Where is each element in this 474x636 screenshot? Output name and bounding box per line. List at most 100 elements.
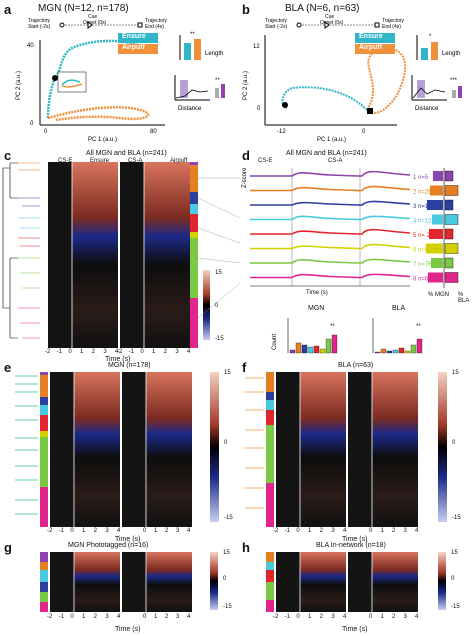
svg-text:Length: Length	[442, 51, 460, 57]
panel-e-heatmap	[15, 372, 219, 527]
h-left-tick: 0	[296, 614, 300, 620]
e-cbar-mid: 0	[224, 440, 228, 446]
cluster-label-8: 8 n=67	[413, 277, 432, 283]
svg-text:0: 0	[362, 129, 366, 135]
panel-h-heatmap	[266, 552, 446, 612]
f-right-tick: 3	[403, 528, 407, 534]
d-cs-a: CS-A	[328, 158, 343, 164]
e-left-tick: 2	[93, 528, 97, 534]
c-right-tick: 4	[187, 349, 191, 355]
svg-text:***: ***	[450, 78, 458, 84]
panel-f-heatmap	[245, 372, 447, 527]
cs-e-label: CS-E	[58, 158, 73, 164]
svg-text:**: **	[190, 32, 195, 38]
legend-ensure: Ensure	[122, 33, 146, 40]
c-right-tick: -2	[117, 349, 123, 355]
c-left-tick: 3	[103, 349, 107, 355]
count-bla-bar-2	[380, 348, 387, 354]
c-left-tick: 1	[80, 349, 84, 355]
c-left-tick: 0	[68, 349, 72, 355]
pct-mgn-bar-3	[427, 200, 443, 210]
count-bla-bar-6	[404, 350, 411, 354]
svg-text:Cue: Cue	[325, 14, 334, 20]
panel-f-title: BLA (n=63)	[338, 362, 374, 369]
panel-label-e: e	[4, 360, 12, 375]
svg-text:PC 1 (a.u.): PC 1 (a.u.)	[88, 137, 117, 143]
pct-mgn-bar-6	[426, 243, 443, 254]
panel-e-title: MGN (n=178)	[108, 362, 151, 369]
legend-ensure-b: Ensure	[359, 33, 383, 40]
pct-mgn-bar-1	[433, 171, 443, 181]
g-right-tick: 0	[143, 614, 147, 620]
g-left-tick: 1	[82, 614, 86, 620]
c-right-tick: 3	[175, 349, 179, 355]
count-mgn-bar-1	[289, 349, 296, 354]
c-right-tick: 1	[152, 349, 156, 355]
h-right-tick: 2	[392, 614, 396, 620]
svg-text:80: 80	[150, 129, 157, 135]
svg-text:Trajectory: Trajectory	[265, 18, 288, 24]
h-cbar-max: 15	[451, 550, 458, 556]
svg-text:Trajectory: Trajectory	[145, 18, 168, 24]
e-cbar-min: -15	[224, 515, 233, 521]
cluster-label-1: 1 n=5	[413, 175, 429, 181]
panel-g-heatmap	[40, 552, 218, 612]
svg-text:Distance: Distance	[415, 106, 439, 112]
panel-label-h: h	[242, 540, 250, 555]
svg-text:**: **	[215, 78, 220, 84]
panel-g-title: MGN Phototagged (n=16)	[68, 542, 149, 549]
h-right-tick: 3	[403, 614, 407, 620]
cluster-trace-6	[250, 243, 411, 250]
f-right-tick: 0	[369, 528, 373, 534]
pct-bla-bar-8	[444, 272, 459, 283]
e-left-tick: -2	[47, 528, 53, 534]
f-left-tick: -2	[273, 528, 279, 534]
e-left-tick: -1	[58, 528, 64, 534]
pct-bla-bar-6	[444, 243, 459, 254]
pct-mgn: % MGN	[428, 292, 449, 298]
svg-text:40: 40	[27, 43, 34, 49]
svg-text:PC 1 (a.u.): PC 1 (a.u.)	[317, 137, 346, 143]
pct-bla-bar-4	[444, 214, 459, 225]
c-right-tick: -1	[128, 349, 134, 355]
pct-mgn-bar-4	[432, 214, 443, 225]
c-left-tick: -1	[56, 349, 62, 355]
g-xlabel: Time (s)	[115, 626, 141, 633]
svg-text:End (4s): End (4s)	[145, 24, 164, 30]
count-bla-bar-1	[374, 351, 381, 354]
svg-text:-12: -12	[277, 129, 286, 135]
h-left-tick: 1	[308, 614, 312, 620]
legend-airpuff-b: Airpuff	[359, 44, 382, 51]
count-bla-star: **	[416, 324, 421, 330]
cluster-label-6: 6 n=8	[413, 248, 429, 254]
panel-d-traces: 1 n=5 2 n=29 3 n=15 4 n=12 5 n= 22 6 n=8 7 n=7…	[242, 167, 459, 354]
svg-text:Trajectory: Trajectory	[382, 18, 405, 24]
svg-text:0: 0	[44, 129, 48, 135]
f-left-tick: 3	[331, 528, 335, 534]
h-cbar-min: -15	[451, 604, 460, 610]
pct-bla-bar-2	[444, 185, 459, 196]
panel-label-a: a	[4, 2, 12, 17]
cbar-min: -15	[215, 336, 224, 342]
f-right-tick: 2	[392, 528, 396, 534]
h-right-tick: 1	[380, 614, 384, 620]
g-right-tick: 2	[165, 614, 169, 620]
cluster-label-2: 2 n=29	[413, 190, 432, 196]
svg-text:Start (-2s): Start (-2s)	[28, 24, 51, 30]
f-left-tick: 2	[319, 528, 323, 534]
h-left-tick: 3	[331, 614, 335, 620]
h-left-tick: -1	[284, 614, 290, 620]
e-cbar-max: 15	[224, 370, 231, 376]
g-right-tick: 4	[187, 614, 191, 620]
svg-text:0: 0	[30, 121, 34, 127]
count-mgn-bar-5	[313, 345, 320, 354]
count-bla-bar-8	[416, 338, 423, 354]
f-left-tick: 0	[296, 528, 300, 534]
svg-text:Start (-2s): Start (-2s)	[265, 24, 288, 30]
c-xlabel: Time (s)	[105, 356, 131, 363]
panel-label-g: g	[4, 540, 12, 555]
cluster-label-7: 7 n=76	[413, 262, 432, 268]
count-mgn-bar-2	[295, 342, 302, 354]
e-left-tick: 0	[70, 528, 74, 534]
